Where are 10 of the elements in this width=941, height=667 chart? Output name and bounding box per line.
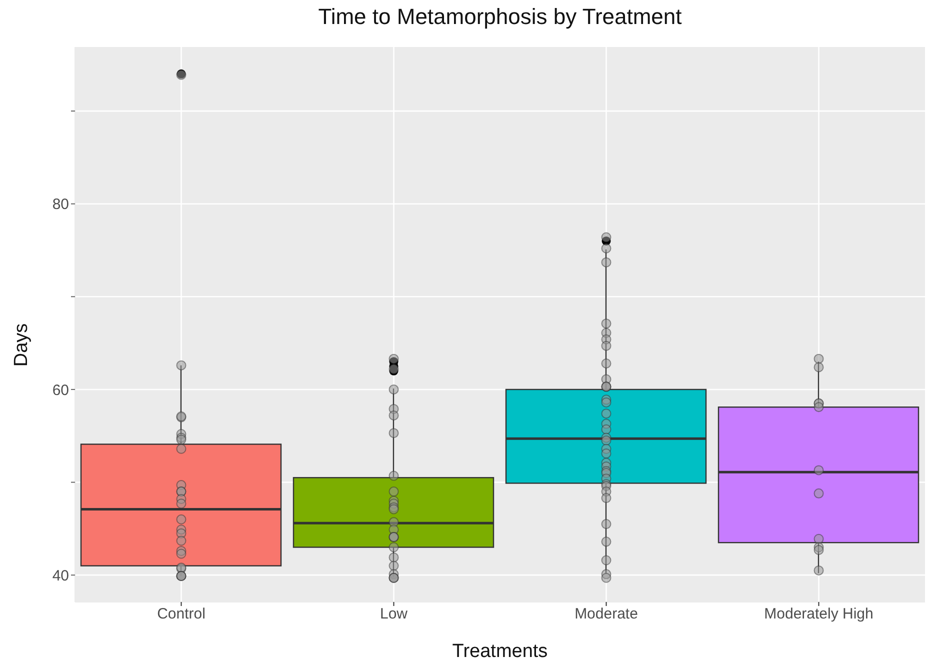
y-tick-label: 60 bbox=[52, 382, 69, 399]
y-tick-label: 80 bbox=[52, 196, 69, 214]
x-tick-label: Control bbox=[157, 606, 206, 623]
y-axis-title: Days bbox=[11, 323, 33, 367]
x-tick-label: Moderately High bbox=[764, 606, 874, 623]
x-tick-label: Moderate bbox=[574, 606, 638, 623]
x-axis-title: Treatments bbox=[451, 641, 549, 663]
y-tick-label: 40 bbox=[52, 567, 69, 584]
chart-title: Time to Metamorphosis by Treatment bbox=[317, 4, 683, 30]
x-tick-label: Low bbox=[380, 606, 408, 623]
